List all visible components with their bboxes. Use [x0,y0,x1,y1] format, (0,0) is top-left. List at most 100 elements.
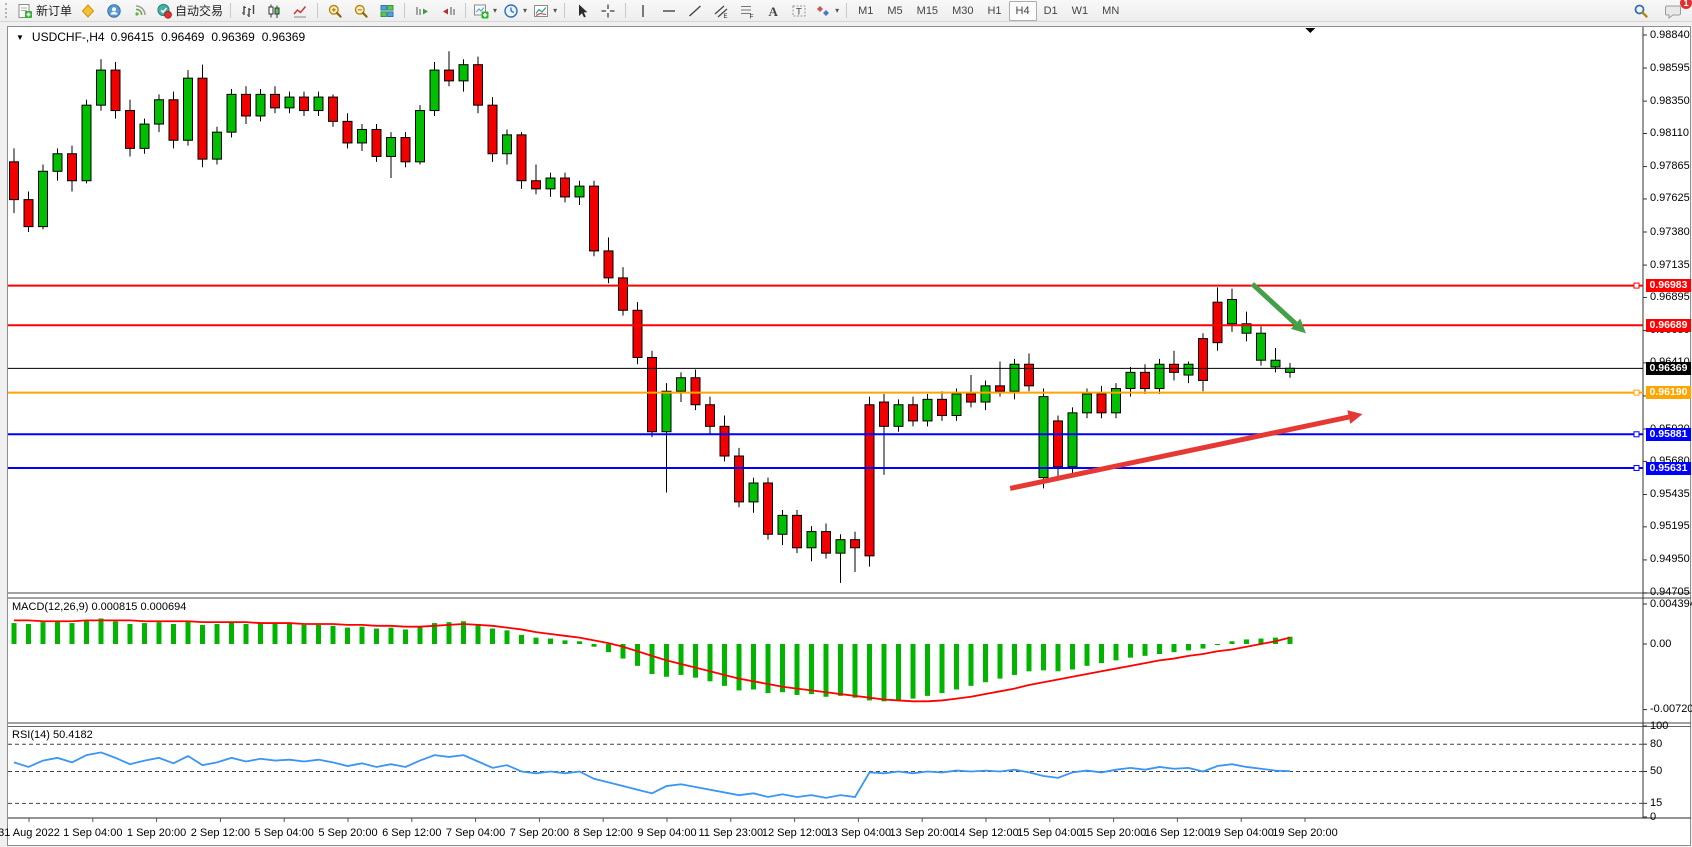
tile-windows-icon [380,4,394,17]
equidistant-channel-button[interactable]: E [708,1,734,21]
chart-shift-button[interactable] [435,1,461,21]
new-order-button[interactable]: 新订单 [14,1,75,21]
time-axis-label: 19 Sep 20:00 [1272,827,1338,839]
price-axis-tick: 0.97625 [1650,192,1690,205]
line-chart-button[interactable] [287,1,313,21]
toolbar-separator [625,3,627,18]
main-toolbar: 新订单 自动交易 ▾ ▾ ▾ E F A T ▾ M1 M5 M15 M30 H1 H4 D1 W1 MN 1 [0,0,1692,22]
cursor-icon [579,4,588,17]
price-tag: 0.96190 [1646,386,1691,400]
timeframe-m15-button[interactable]: M15 [916,4,939,17]
clock-icon [504,3,518,18]
price-tag: 0.96689 [1646,318,1691,332]
time-axis-label: 5 Sep 20:00 [318,827,378,839]
quote-high: 0.96469 [160,30,205,44]
zoom-out-icon [354,4,368,18]
rsi-axis-tick: 50 [1650,765,1663,777]
zoom-out-button[interactable] [348,1,374,21]
rsi-axis-tick: 100 [1650,719,1669,732]
text-label-button[interactable]: T [786,1,812,21]
svg-text:T: T [796,6,802,17]
text-button[interactable]: A [760,1,786,21]
auto-trading-icon [157,3,172,19]
price-axis-tick: 0.98595 [1650,61,1690,74]
signals-button[interactable] [127,1,153,21]
macd-axis-tick: 0.00 [1650,637,1672,650]
time-axis-label: 13 Sep 04:00 [825,827,892,839]
macd-value-signal: 0.000694 [140,601,187,613]
timeframe-h4-button[interactable]: H4 [1008,0,1037,21]
time-axis-label: 12 Sep 12:00 [761,827,828,839]
market-icon [81,3,95,18]
periods-button[interactable]: ▾ [500,1,530,21]
auto-trading-button-label: 自动交易 [175,4,224,18]
green-down-arrow[interactable] [1250,282,1298,326]
time-axis-label: 11 Sep 23:00 [698,827,764,839]
timeframe-m30-button[interactable]: M30 [952,4,974,17]
templates-button[interactable]: ▾ [530,1,560,21]
chart-window[interactable] [7,26,1691,846]
time-axis-label: 5 Sep 04:00 [254,827,314,839]
rsi-axis-tick: 80 [1650,737,1663,750]
notifications-button[interactable]: 1 [1660,0,1692,21]
price-axis-tick: 0.94705 [1650,586,1690,599]
quote-low: 0.96369 [211,30,255,44]
price-axis-tick: 0.94950 [1650,553,1690,566]
time-axis-label: 15 Sep 04:00 [1017,827,1083,839]
toolbar-grip [5,3,10,18]
fibonacci-icon: F [741,5,754,19]
chevron-down-icon: ▾ [523,6,528,15]
svg-text:F: F [750,13,754,19]
timeframe-w1-button[interactable]: W1 [1071,4,1089,17]
time-axis-label: 6 Sep 12:00 [382,827,442,839]
zoom-in-icon [328,4,342,18]
price-axis-tick: 0.97135 [1650,258,1690,271]
horizontal-line-button[interactable] [656,1,682,21]
timeframe-m5-button[interactable]: M5 [887,4,903,17]
price-axis-tick: 0.95195 [1650,520,1690,533]
rsi-axis-tick: 15 [1650,796,1663,809]
toolbar-separator [846,3,848,18]
text-icon: A [769,4,779,19]
timeframe-mn-button[interactable]: MN [1102,4,1120,17]
timeframe-m1-button[interactable]: M1 [858,4,874,17]
svg-text:A: A [769,4,779,19]
red-up-arrow[interactable] [1009,414,1350,491]
time-axis-label: 1 Sep 20:00 [126,827,187,839]
price-axis-tick: 0.97380 [1650,225,1690,238]
crosshair-button[interactable] [595,1,621,21]
bar-chart-button[interactable] [235,1,261,21]
candlestick-chart-button[interactable] [261,1,287,21]
chart-title: ▼ USDCHF-,H4 0.96415 0.96469 0.96369 0.9… [16,30,305,44]
new-chart-button[interactable]: ▾ [470,1,500,21]
arrows-button[interactable]: ▾ [812,1,842,21]
signals-icon [135,4,146,16]
time-axis-label: 15 Sep 20:00 [1080,827,1147,839]
toolbar-separator [564,3,566,18]
new-chart-icon [474,4,489,18]
tile-windows-button[interactable] [374,1,400,21]
macd-value-main: 0.000815 [91,601,138,613]
price-axis-tick: 0.98350 [1650,94,1690,107]
vertical-line-button[interactable] [630,1,656,21]
time-axis-label: 7 Sep 04:00 [445,827,506,839]
market-button[interactable] [75,1,101,21]
time-axis-label: 9 Sep 04:00 [637,827,697,839]
auto-scroll-button[interactable] [409,1,435,21]
community-button[interactable] [101,1,127,21]
fibonacci-button[interactable]: F [734,1,760,21]
time-axis-label: 14 Sep 12:00 [953,827,1019,839]
collapse-triangle-icon[interactable]: ▼ [16,32,24,42]
timeframe-d1-button[interactable]: D1 [1043,4,1058,17]
search-icon [1634,4,1648,18]
price-tag: 0.96983 [1646,279,1691,293]
time-axis-label: 16 Sep 12:00 [1144,827,1211,839]
auto-trading-button[interactable]: 自动交易 [153,1,226,21]
timeframe-h1-button[interactable]: H1 [987,4,1002,17]
zoom-in-button[interactable] [322,1,348,21]
trendline-button[interactable] [682,1,708,21]
search-button[interactable] [1628,1,1654,21]
price-tag: 0.96369 [1646,361,1691,375]
toolbar-separator [465,3,467,18]
cursor-button[interactable] [569,1,595,21]
